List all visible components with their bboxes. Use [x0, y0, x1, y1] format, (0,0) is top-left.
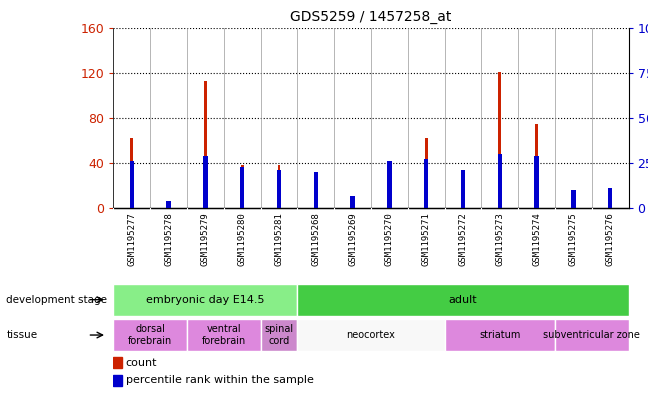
Bar [388, 163, 391, 208]
Bar [351, 196, 355, 208]
Bar [187, 319, 260, 351]
Bar [130, 138, 133, 208]
Bar [203, 156, 207, 208]
Bar [387, 161, 391, 208]
Text: GSM1195277: GSM1195277 [127, 212, 136, 266]
Bar [113, 284, 297, 316]
Bar [113, 375, 122, 386]
Bar [240, 167, 244, 208]
Text: ventral
forebrain: ventral forebrain [202, 324, 246, 346]
Bar [461, 180, 465, 208]
Text: GSM1195272: GSM1195272 [459, 212, 467, 266]
Text: striatum: striatum [479, 330, 520, 340]
Text: percentile rank within the sample: percentile rank within the sample [126, 375, 314, 385]
Text: neocortex: neocortex [347, 330, 395, 340]
Bar [608, 188, 612, 208]
Text: dorsal
forebrain: dorsal forebrain [128, 324, 172, 346]
Bar [424, 138, 428, 208]
Bar [130, 161, 134, 208]
Bar [277, 170, 281, 208]
Title: GDS5259 / 1457258_at: GDS5259 / 1457258_at [290, 10, 452, 24]
Text: GSM1195278: GSM1195278 [164, 212, 173, 266]
Bar [498, 154, 502, 208]
Text: spinal
cord: spinal cord [264, 324, 294, 346]
Bar [461, 170, 465, 208]
Bar [555, 319, 629, 351]
Text: adult: adult [448, 295, 478, 305]
Text: GSM1195268: GSM1195268 [311, 212, 320, 266]
Bar [297, 284, 629, 316]
Bar [204, 81, 207, 208]
Text: GSM1195274: GSM1195274 [532, 212, 541, 266]
Bar [167, 203, 170, 208]
Text: GSM1195273: GSM1195273 [495, 212, 504, 266]
Bar [571, 190, 575, 208]
Bar [535, 156, 538, 208]
Text: GSM1195276: GSM1195276 [606, 212, 615, 266]
Text: subventricular zone: subventricular zone [543, 330, 640, 340]
Bar [572, 199, 575, 208]
Text: GSM1195279: GSM1195279 [201, 212, 210, 266]
Bar [260, 319, 297, 351]
Text: GSM1195280: GSM1195280 [238, 212, 247, 266]
Bar [314, 172, 318, 208]
Text: GSM1195270: GSM1195270 [385, 212, 394, 266]
Text: GSM1195269: GSM1195269 [348, 212, 357, 266]
Bar [498, 72, 502, 208]
Bar [113, 357, 122, 368]
Bar [113, 319, 187, 351]
Bar [351, 203, 354, 208]
Text: count: count [126, 358, 157, 367]
Bar [314, 191, 318, 208]
Bar [445, 319, 555, 351]
Bar [240, 165, 244, 208]
Text: GSM1195275: GSM1195275 [569, 212, 578, 266]
Text: embryonic day E14.5: embryonic day E14.5 [146, 295, 264, 305]
Text: development stage: development stage [6, 295, 108, 305]
Bar [297, 319, 445, 351]
Bar [424, 160, 428, 208]
Bar [535, 123, 538, 208]
Bar [608, 197, 612, 208]
Bar [277, 165, 281, 208]
Text: tissue: tissue [6, 330, 38, 340]
Bar [167, 201, 171, 208]
Text: GSM1195271: GSM1195271 [422, 212, 431, 266]
Text: GSM1195281: GSM1195281 [275, 212, 283, 266]
